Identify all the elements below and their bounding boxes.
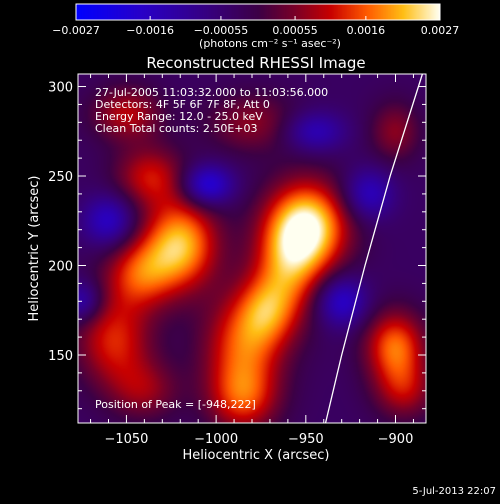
solar-limb-curve: [324, 73, 424, 424]
colorbar-frame: [75, 3, 441, 21]
x-tick-label: −950: [288, 432, 324, 447]
y-tick-label: 300: [48, 81, 73, 96]
colorbar-gradient: [76, 4, 440, 20]
colorbar-tick-label: −0.0027: [52, 24, 100, 37]
footer-timestamp: 5-Jul-2013 22:07: [412, 486, 496, 497]
x-tick-label: −900: [378, 432, 414, 447]
x-tick-label: −1000: [194, 432, 238, 447]
colorbar: −0.0027 −0.0016 −0.00055 0.00055 0.0016 0.002…: [52, 3, 459, 50]
y-axis-label: Heliocentric Y (arcsec): [27, 176, 42, 322]
peak-position-label: Position of Peak = [-948,222]: [95, 398, 256, 411]
colorbar-units-label: (photons cm⁻² s⁻¹ asec⁻²): [199, 37, 341, 50]
colorbar-tick-label: −0.00055: [194, 24, 249, 37]
x-axis-ticks: −1050 −1000 −950 −900: [90, 74, 414, 447]
info-line: Clean Total counts: 2.50E+03: [95, 122, 258, 135]
observation-info: 27-Jul-2005 11:03:32.000 to 11:03:56.000…: [95, 86, 328, 135]
info-line: Energy Range: 12.0 - 25.0 keV: [95, 110, 263, 123]
colorbar-ticks: −0.0027 −0.0016 −0.00055 0.00055 0.0016 0.002…: [52, 16, 459, 37]
y-tick-label: 250: [48, 170, 73, 185]
y-tick-label: 200: [48, 260, 73, 275]
y-axis-ticks: 150 200 250 300: [48, 81, 426, 410]
info-line: 27-Jul-2005 11:03:32.000 to 11:03:56.000: [95, 86, 328, 99]
colorbar-tick-label: 0.00055: [272, 24, 318, 37]
x-tick-label: −1050: [104, 432, 148, 447]
chart-title: Reconstructed RHESSI Image: [146, 54, 365, 72]
x-axis-label: Heliocentric X (arcsec): [183, 448, 330, 463]
colorbar-tick-label: 0.0016: [347, 24, 386, 37]
heatmap-image: [78, 74, 426, 423]
y-tick-label: 150: [48, 349, 73, 364]
colorbar-tick-label: 0.0027: [421, 24, 460, 37]
info-line: Detectors: 4F 5F 6F 7F 8F, Att 0: [95, 98, 270, 111]
plot-area: −1050 −1000 −950 −900 150 200 250 300 27-Jul-2…: [48, 73, 427, 447]
colorbar-tick-label: −0.0016: [126, 24, 174, 37]
